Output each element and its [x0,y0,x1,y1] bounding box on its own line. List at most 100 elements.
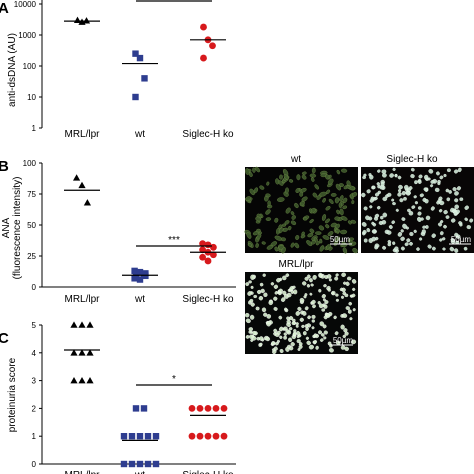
cell-nucleus [352,192,358,197]
panel-a-category-label: MRL/lpr [64,129,100,140]
cell-nucleus [309,173,317,178]
cell-nucleus [311,326,315,330]
cell-nucleus [301,324,305,329]
cell-nucleus [342,205,348,210]
cell-nucleus [321,214,327,221]
cell-nucleus [297,306,302,311]
cell-nucleus [309,219,314,224]
cell-nucleus [345,306,350,311]
cell-nucleus [250,302,255,307]
cell-nucleus [256,233,262,240]
cell-nucleus [311,314,316,319]
cell-nucleus [314,184,319,190]
cell-nucleus [321,294,326,299]
cell-nucleus [266,244,274,250]
cell-nucleus [255,306,260,311]
cell-nucleus [331,291,335,295]
cell-nucleus [464,217,468,222]
cell-nucleus [371,236,376,242]
cell-nucleus [291,215,296,220]
cell-nucleus [265,209,271,215]
panel-a-y-tick-label: 10000 [14,0,37,9]
cell-nucleus [328,198,334,204]
cell-nucleus [436,200,440,205]
panel-b-point-siglec [210,251,217,259]
panel-c-point-wt [128,460,136,468]
cell-nucleus [255,166,261,173]
panel-a-category-label: wt [134,129,145,140]
cell-nucleus [298,344,303,349]
cell-nucleus [378,220,383,226]
cell-nucleus [322,298,326,302]
cell-nucleus [401,191,406,196]
cell-nucleus [265,217,272,221]
panel-b-point-wt [131,267,138,275]
cell-nucleus [430,179,435,184]
cell-nucleus [288,337,293,342]
cell-nucleus [420,217,424,221]
cell-nucleus [259,342,263,347]
cell-nucleus [304,276,309,281]
cell-nucleus [285,207,291,214]
panel-b-point-wt [136,276,144,283]
cell-nucleus [249,298,254,303]
micrograph-wt: wt 50µm [244,154,358,254]
cell-nucleus [274,346,278,351]
cell-nucleus [286,319,291,325]
cell-nucleus [450,218,456,223]
cell-nucleus [301,171,307,175]
cell-nucleus [315,345,319,350]
cell-nucleus [342,291,347,295]
cell-nucleus [394,246,399,251]
cell-nucleus [293,289,298,295]
cell-nucleus [342,197,348,204]
cell-nucleus [276,330,281,335]
cell-nucleus [361,222,367,227]
cell-nucleus [250,338,254,342]
cell-nucleus [347,220,352,225]
cell-nucleus [340,229,348,235]
cell-nucleus [273,306,278,311]
cell-nucleus [273,284,279,289]
cell-nucleus [253,294,258,299]
cell-nucleus [417,211,422,216]
panel-a-point-wt [132,50,139,57]
cell-nucleus [309,228,315,234]
cell-nucleus [466,225,471,230]
cell-nucleus [425,215,431,221]
cell-nucleus [431,233,436,238]
cell-nucleus [319,191,327,197]
panel-b-point-siglec [199,253,207,261]
cell-nucleus [414,201,418,205]
cell-nucleus [306,240,313,247]
cell-nucleus [287,225,292,231]
cell-nucleus [283,335,288,340]
cell-nucleus [295,235,300,240]
cell-nucleus [406,238,411,243]
panel-a-point-wt [132,93,139,101]
cell-nucleus [345,281,350,286]
cell-nucleus [273,296,278,301]
cell-nucleus [315,241,320,246]
cell-nucleus [445,215,450,219]
panel-b-point-wt [142,272,149,280]
cell-nucleus [333,315,337,320]
cell-nucleus [363,238,368,243]
cell-nucleus [294,202,299,209]
cell-nucleus [245,335,250,339]
cell-nucleus [305,336,309,340]
cell-nucleus [410,174,415,179]
panel-b-point-siglec [199,246,207,254]
panel-b-y-tick-label: 25 [27,252,36,261]
cell-nucleus [410,167,415,172]
cell-nucleus [245,168,250,175]
cell-nucleus [418,174,423,179]
cell-nucleus [464,205,469,210]
panel-c-y-tick-label: 3 [32,377,37,386]
cell-nucleus [439,220,444,224]
cell-nucleus [292,331,297,336]
panel-c-y-tick-label: 4 [32,349,37,358]
cell-nucleus [386,230,392,235]
panel-a-y-tick-label: 1000 [18,31,36,40]
